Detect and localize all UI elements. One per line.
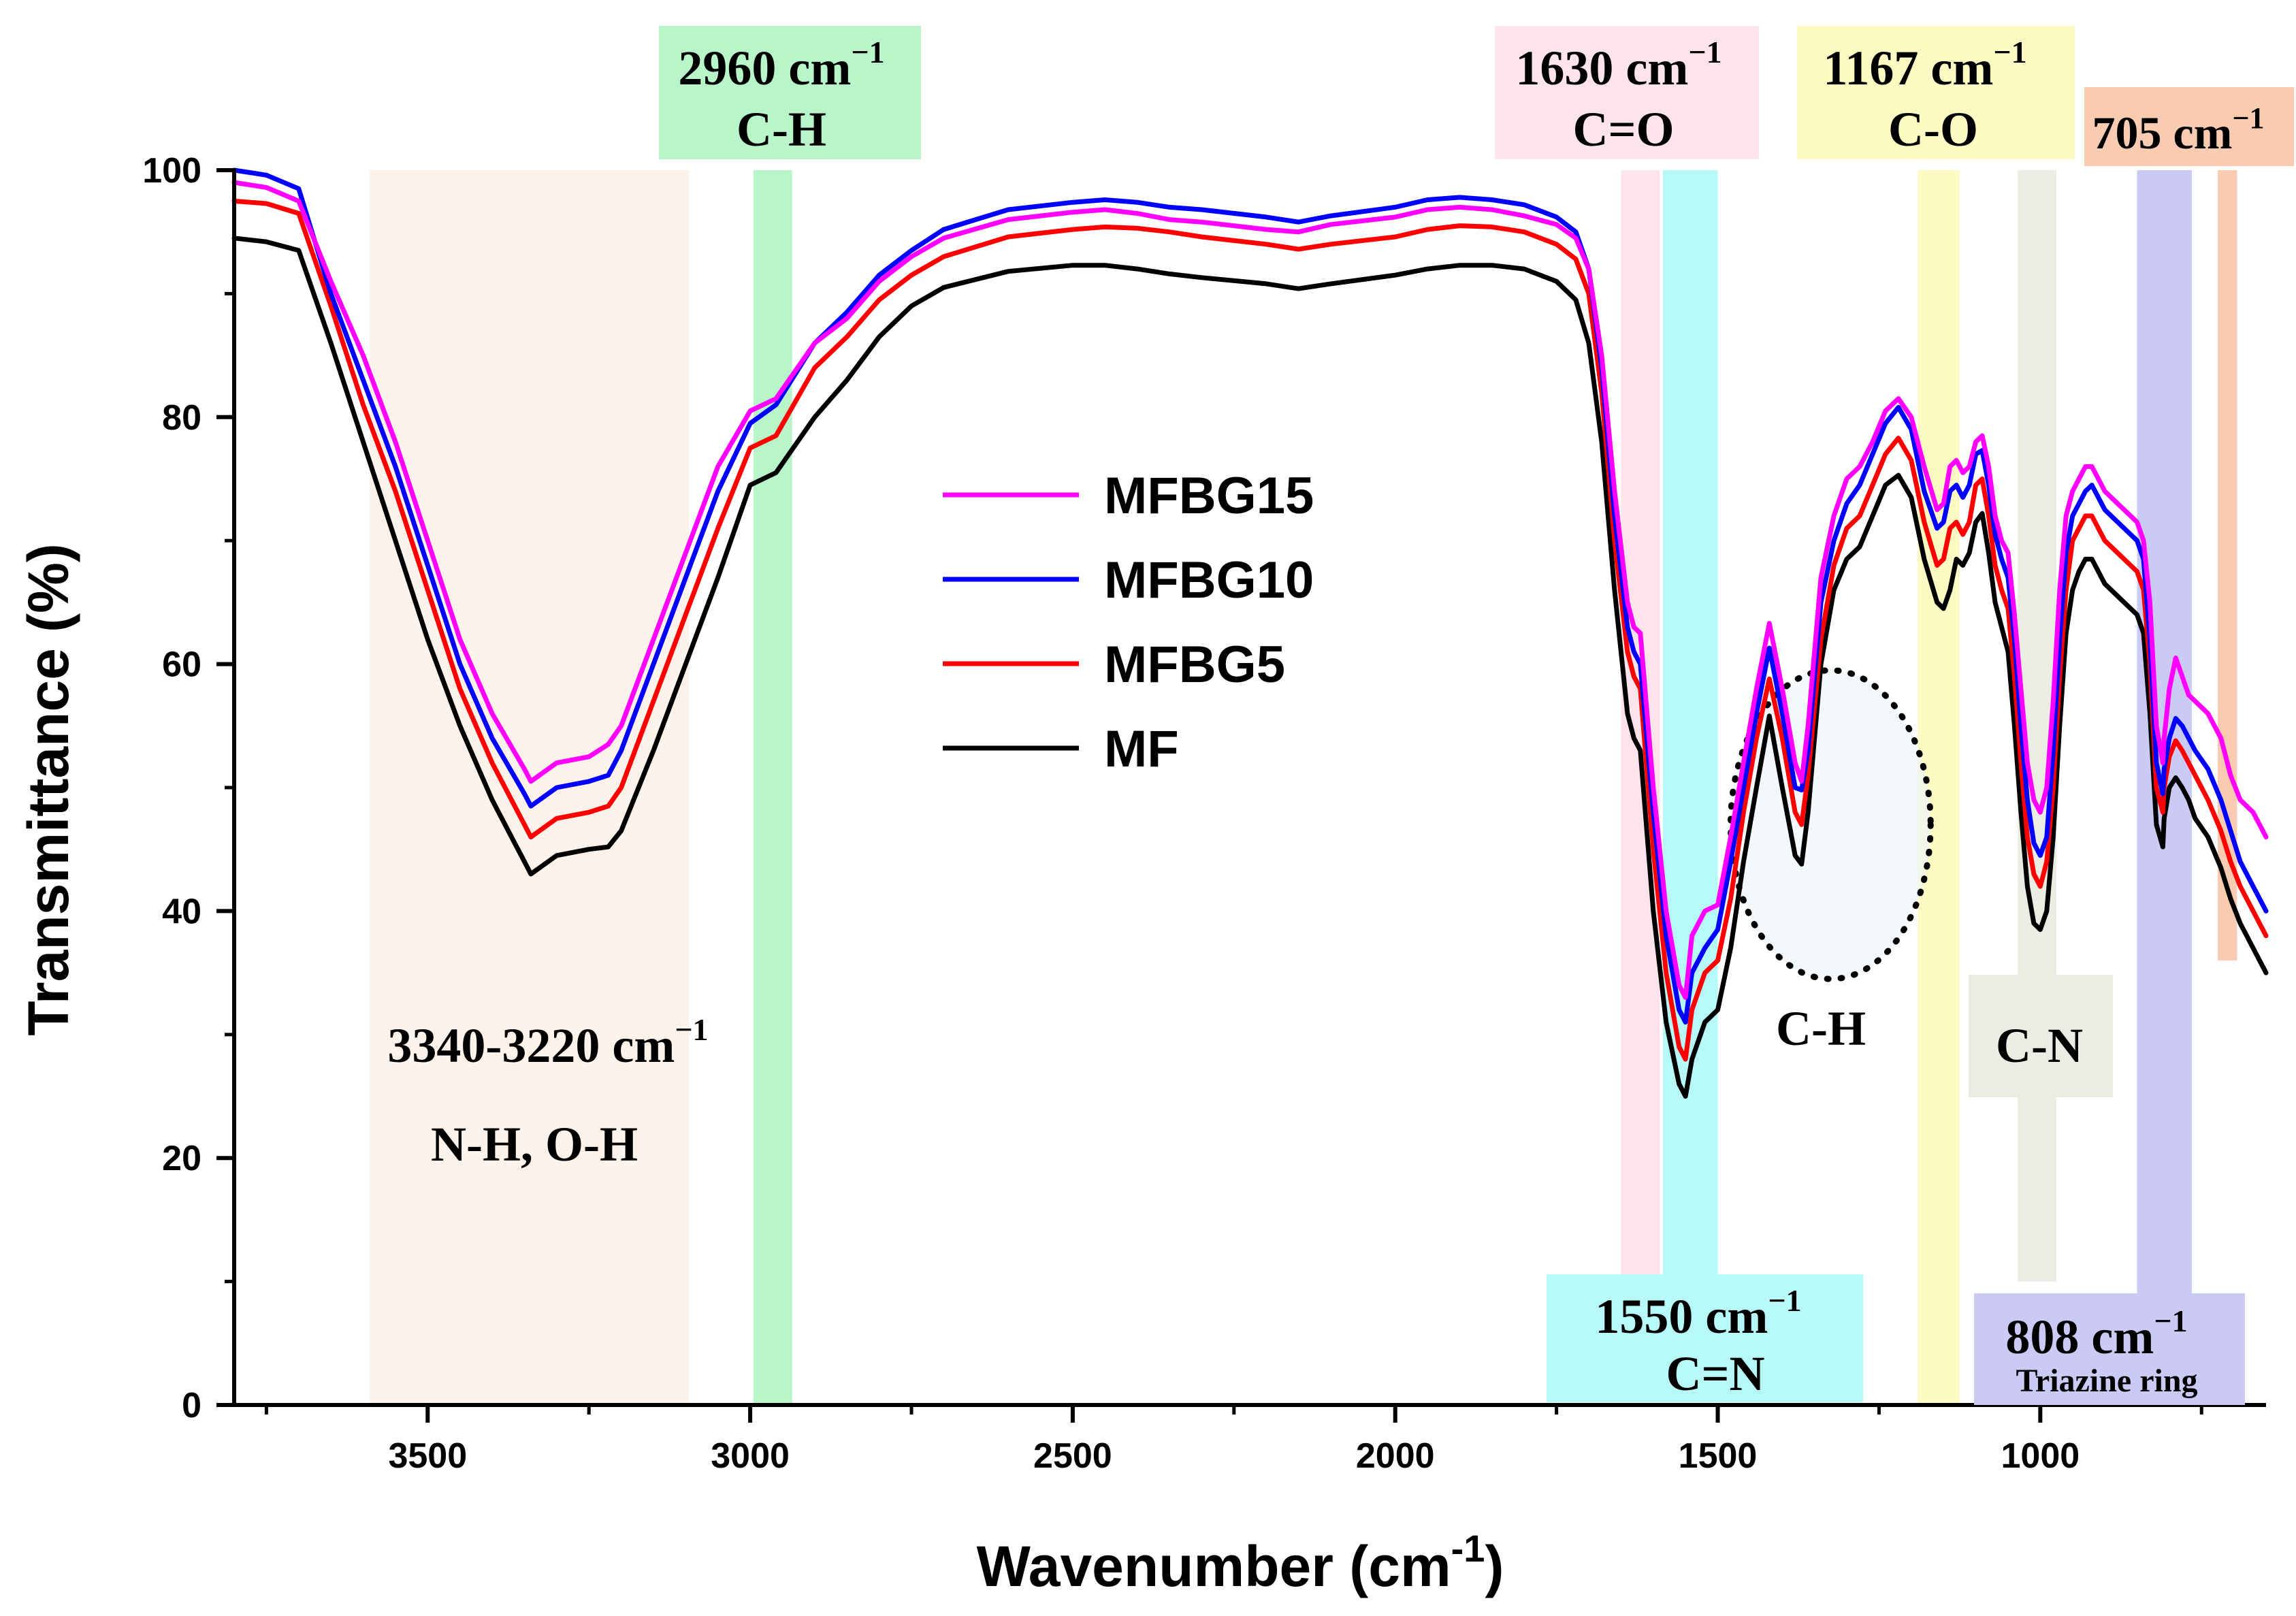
annotation-cn-label: C-N [1996, 1018, 2083, 1073]
annotation-2960-line1: 2960 cm−1 [678, 35, 884, 95]
annotation-808-line1: 808 cm−1 [2005, 1304, 2187, 1364]
annotation-808-line2: Triazine ring [2016, 1363, 2197, 1399]
x-tick-label-1500: 1500 [1679, 1436, 1758, 1476]
y-tick-label-0: 0 [182, 1386, 201, 1425]
x-tick-label-3500: 3500 [388, 1436, 467, 1476]
x-axis-title-close: ) [1485, 1534, 1504, 1598]
y-tick-label-40: 40 [162, 892, 201, 931]
annotation-808-box [1974, 1293, 2245, 1405]
x-tick-label-3000: 3000 [711, 1436, 790, 1476]
series-lines [231, 167, 2269, 1099]
series-mf [231, 236, 2269, 1099]
x-axis-title-sup: -1 [1451, 1527, 1485, 1570]
band-0 [370, 170, 690, 1405]
band-1 [753, 170, 792, 1405]
axis-ticks: 3500 3000 2500 2000 1500 1000 0 20 40 60 80 100 [142, 151, 2203, 1476]
annotation-cn-box [1969, 975, 2113, 1097]
y-tick-label-80: 80 [162, 398, 201, 438]
series-mfbg5 [231, 198, 2269, 1062]
x-tick-label-2000: 2000 [1356, 1436, 1435, 1476]
annotation-1630-line2: C=O [1572, 102, 1674, 157]
annotation-1167-line1: 1167 cm−1 [1823, 35, 2026, 95]
y-axis-title: Transmittance (%) [16, 543, 80, 1036]
annotation-3340-line2: N-H, O-H [431, 1117, 638, 1171]
annotation-ch-region: C-H [1776, 1001, 1866, 1056]
legend: MFBG15 MFBG10 MFBG5 MF [943, 467, 1314, 778]
y-tick-label-60: 60 [162, 645, 201, 685]
annotations: 3340-3220 cm−1 N-H, O-H 2960 cm−1 C-H 16… [387, 26, 2294, 1405]
annotation-3340-line1: 3340-3220 cm−1 [387, 1012, 708, 1073]
annotation-1550-line2: C=N [1666, 1346, 1764, 1401]
y-tick-label-100: 100 [142, 151, 201, 191]
ch-region-ellipse [1727, 667, 1934, 982]
annotation-1630-line1: 1630 cm−1 [1515, 35, 1721, 95]
legend-label-mfbg5: MFBG5 [1104, 636, 1285, 694]
x-tick-label-2500: 2500 [1033, 1436, 1112, 1476]
annotation-1550-line1: 1550 cm−1 [1595, 1283, 1801, 1344]
x-axis-title: Wavenumber (cm-1) [977, 1527, 1504, 1598]
band-highlights [370, 170, 2237, 1405]
band-3 [1662, 170, 1718, 1282]
annotation-2960-line2: C-H [737, 102, 826, 157]
annotation-1630-box [1495, 26, 1759, 159]
x-axis-title-main: Wavenumber (cm [977, 1534, 1451, 1598]
annotation-1550-box [1547, 1274, 1863, 1402]
annotation-2960-box [659, 26, 921, 159]
y-tick-label-20: 20 [162, 1139, 201, 1178]
annotation-705-line1: 705 cm−1 [2092, 101, 2265, 159]
legend-label-mfbg15: MFBG15 [1104, 467, 1314, 525]
legend-label-mf: MF [1104, 720, 1179, 778]
x-tick-label-1000: 1000 [2001, 1436, 2080, 1476]
legend-label-mfbg10: MFBG10 [1104, 551, 1314, 609]
annotation-705-box [2084, 87, 2294, 166]
band-2 [1621, 170, 1660, 1282]
annotation-1167-box [1797, 26, 2075, 159]
annotation-1167-line2: C-O [1888, 102, 1978, 157]
series-mfbg15 [231, 180, 2269, 1000]
